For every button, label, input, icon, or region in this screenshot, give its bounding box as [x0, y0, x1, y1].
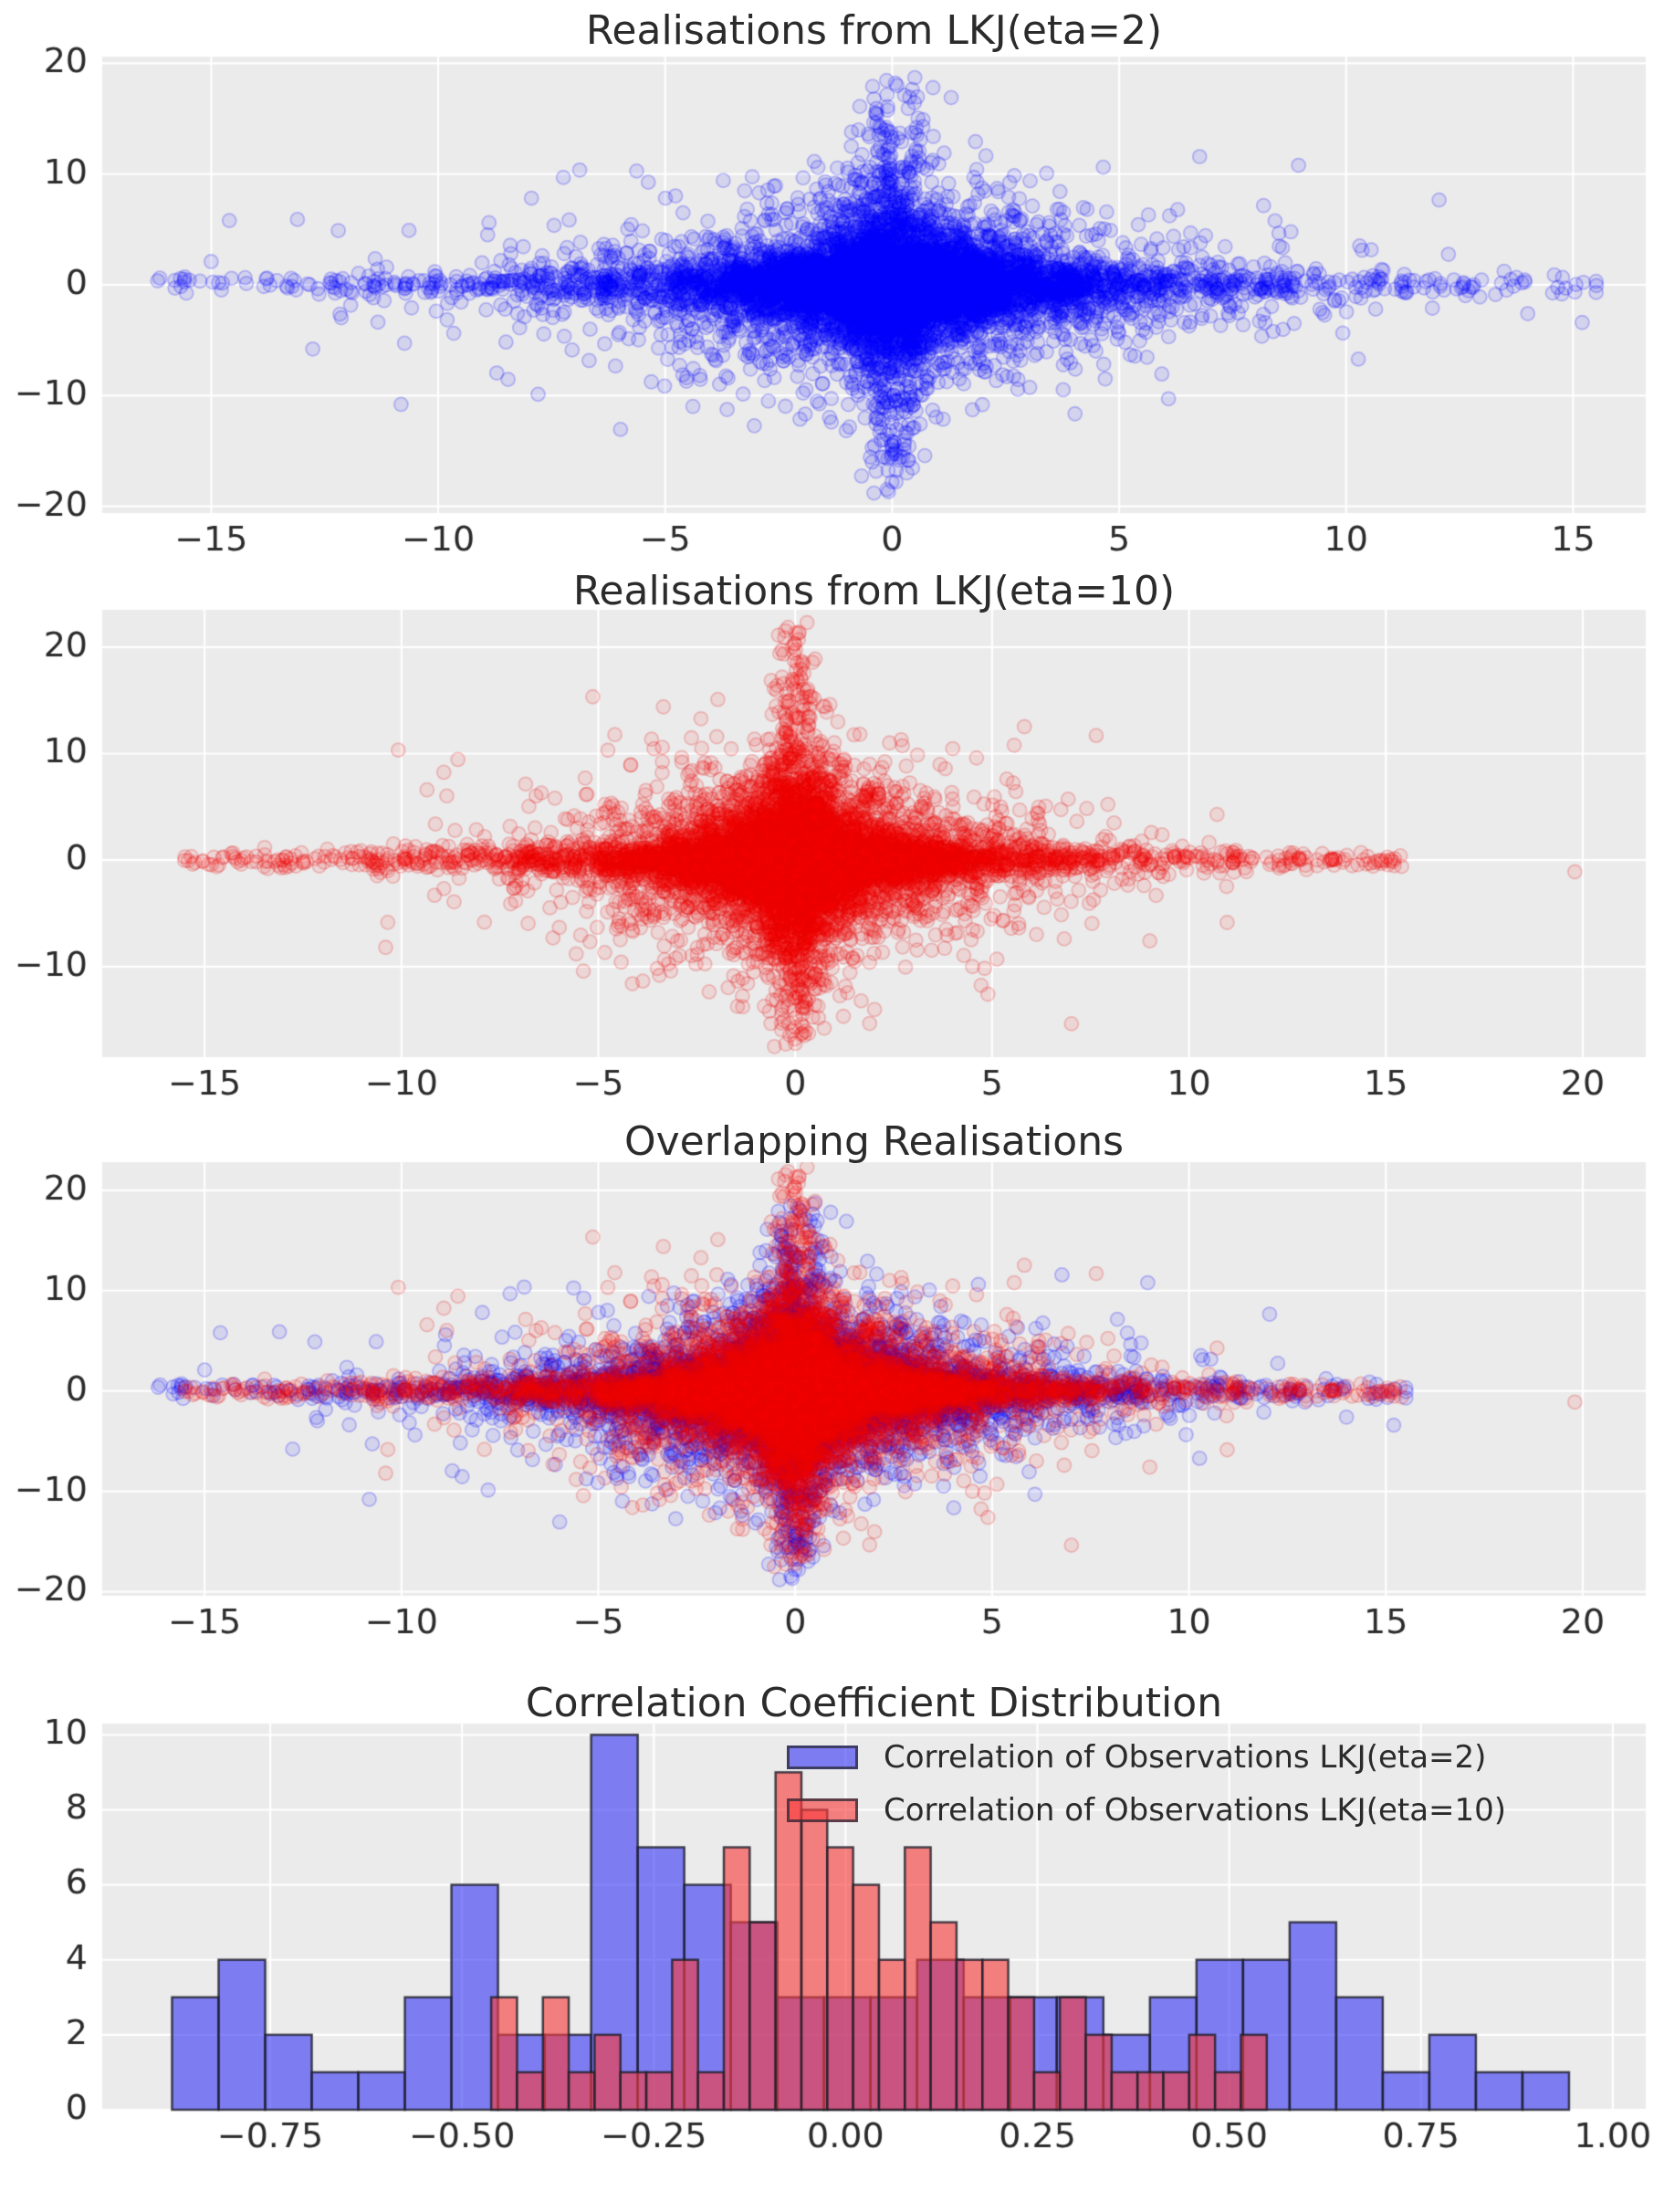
scatter-canvas-lkj10	[0, 559, 1664, 1109]
scatter-canvas-overlap	[0, 1109, 1664, 1652]
legend: Correlation of Observations LKJ(eta=2) C…	[787, 1736, 1506, 1831]
legend-item-eta2: Correlation of Observations LKJ(eta=2)	[787, 1736, 1506, 1778]
plot-title-lkj10: Realisations from LKJ(eta=10)	[572, 568, 1176, 614]
legend-item-eta10: Correlation of Observations LKJ(eta=10)	[787, 1789, 1506, 1831]
subplot-lkj2: Realisations from LKJ(eta=2)	[0, 0, 1664, 559]
plot-title-histogram: Correlation Coefficient Distribution	[525, 1680, 1223, 1726]
legend-label-eta10: Correlation of Observations LKJ(eta=10)	[884, 1792, 1507, 1829]
legend-label-eta2: Correlation of Observations LKJ(eta=2)	[884, 1739, 1487, 1776]
scatter-canvas-lkj2	[0, 0, 1664, 559]
legend-swatch-eta2	[787, 1745, 858, 1769]
legend-swatch-eta10	[787, 1798, 858, 1822]
plot-title-lkj2: Realisations from LKJ(eta=2)	[585, 7, 1163, 54]
subplot-overlap: Overlapping Realisations	[0, 1109, 1664, 1652]
subplot-lkj10: Realisations from LKJ(eta=10)	[0, 559, 1664, 1109]
plot-title-overlap: Overlapping Realisations	[623, 1118, 1125, 1165]
subplot-histogram: Correlation Coefficient Distribution Cor…	[0, 1652, 1664, 2212]
